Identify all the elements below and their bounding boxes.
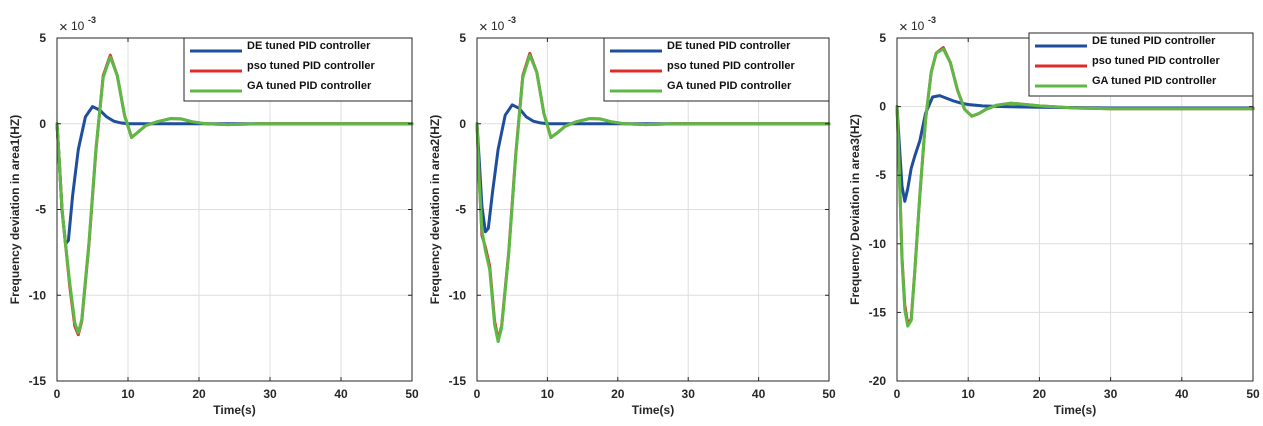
- exponent-base: 10: [491, 19, 505, 33]
- x-tick-label: 20: [192, 387, 206, 401]
- x-tick-label: 10: [121, 387, 135, 401]
- x-tick-label: 50: [822, 387, 836, 401]
- x-tick-label: 40: [752, 387, 766, 401]
- legend-label-1: DE tuned PID controller: [667, 40, 791, 52]
- exponent-power: -3: [508, 15, 516, 25]
- x-tick-label: 0: [474, 387, 481, 401]
- legend-label-3: GA tuned PID controller: [667, 80, 792, 92]
- y-tick-label: -10: [869, 237, 887, 251]
- legend: DE tuned PID controller pso tuned PID con…: [603, 37, 830, 102]
- legend-label-2: pso tuned PID controller: [667, 60, 795, 72]
- legend: DE tuned PID controller pso tuned PID con…: [183, 37, 413, 102]
- legend-label-2: pso tuned PID controller: [1092, 55, 1220, 67]
- x-tick-label: 40: [1175, 387, 1189, 401]
- exponent-base: 10: [71, 19, 85, 33]
- exponent-power: -3: [928, 15, 936, 25]
- y-tick-label: -15: [449, 374, 467, 388]
- series-line-3: [55, 55, 414, 335]
- x-tick-label: 30: [263, 387, 277, 401]
- x-tick-label: 10: [541, 387, 555, 401]
- x-tick-label: 0: [894, 387, 901, 401]
- y-axis-label: Frequency deviation in area2(HZ): [428, 115, 442, 304]
- legend-label-1: DE tuned PID controller: [247, 40, 371, 52]
- exponent-times-sign: ×: [479, 19, 488, 36]
- x-tick-label: 10: [962, 387, 976, 401]
- series-line-3: [475, 53, 831, 344]
- y-tick-label: -10: [449, 288, 467, 302]
- chart-panel-3: 0 10 20 30 40 50-20-15-10-505× 10 -3Time(s)Freq…: [848, 15, 1260, 417]
- legend-label-1: DE tuned PID controller: [1092, 35, 1216, 47]
- x-tick-label: 50: [405, 387, 419, 401]
- y-tick-label: 5: [39, 31, 46, 45]
- series-line-3: [895, 47, 1255, 328]
- x-tick-label: 30: [682, 387, 696, 401]
- y-axis-label: Frequency deviation in area1(HZ): [8, 115, 22, 304]
- legend-label-3: GA tuned PID controller: [1092, 75, 1217, 87]
- chart-panel-1: 0 10 20 30 40 50-15-10-505× 10 -3Time(s)Frequen…: [8, 15, 419, 417]
- x-axis-label: Time(s): [213, 403, 255, 417]
- y-tick-label: -15: [29, 374, 47, 388]
- y-tick-label: -5: [455, 203, 466, 217]
- x-axis-label: Time(s): [1054, 403, 1096, 417]
- y-tick-label: 0: [459, 117, 466, 131]
- legend: DE tuned PID controller pso tuned PID con…: [1028, 32, 1254, 97]
- x-tick-label: 50: [1246, 387, 1260, 401]
- x-tick-label: 20: [1033, 387, 1047, 401]
- y-axis-label: Frequency Deviation in area3(HZ): [848, 114, 862, 305]
- x-tick-label: 40: [334, 387, 348, 401]
- y-tick-label: -15: [869, 305, 887, 319]
- chart-panel-2: 0 10 20 30 40 50-15-10-505× 10 -3Time(s)Frequen…: [428, 15, 836, 417]
- legend-label-2: pso tuned PID controller: [247, 60, 375, 72]
- x-tick-label: 0: [54, 387, 61, 401]
- exponent-base: 10: [911, 19, 925, 33]
- y-tick-label: 5: [459, 31, 466, 45]
- x-tick-label: 30: [1104, 387, 1118, 401]
- y-tick-label: 0: [39, 117, 46, 131]
- exponent-power: -3: [88, 15, 96, 25]
- y-tick-label: -10: [29, 288, 47, 302]
- y-tick-label: -5: [35, 203, 46, 217]
- y-tick-label: -20: [869, 374, 887, 388]
- series-line-1: [895, 94, 1255, 203]
- x-tick-label: 20: [611, 387, 625, 401]
- exponent-times-sign: ×: [59, 19, 68, 36]
- legend-label-3: GA tuned PID controller: [247, 80, 372, 92]
- x-axis-label: Time(s): [632, 403, 674, 417]
- exponent-times-sign: ×: [899, 19, 908, 36]
- y-tick-label: 0: [879, 100, 886, 114]
- y-tick-label: -5: [875, 168, 886, 182]
- y-tick-label: 5: [879, 31, 886, 45]
